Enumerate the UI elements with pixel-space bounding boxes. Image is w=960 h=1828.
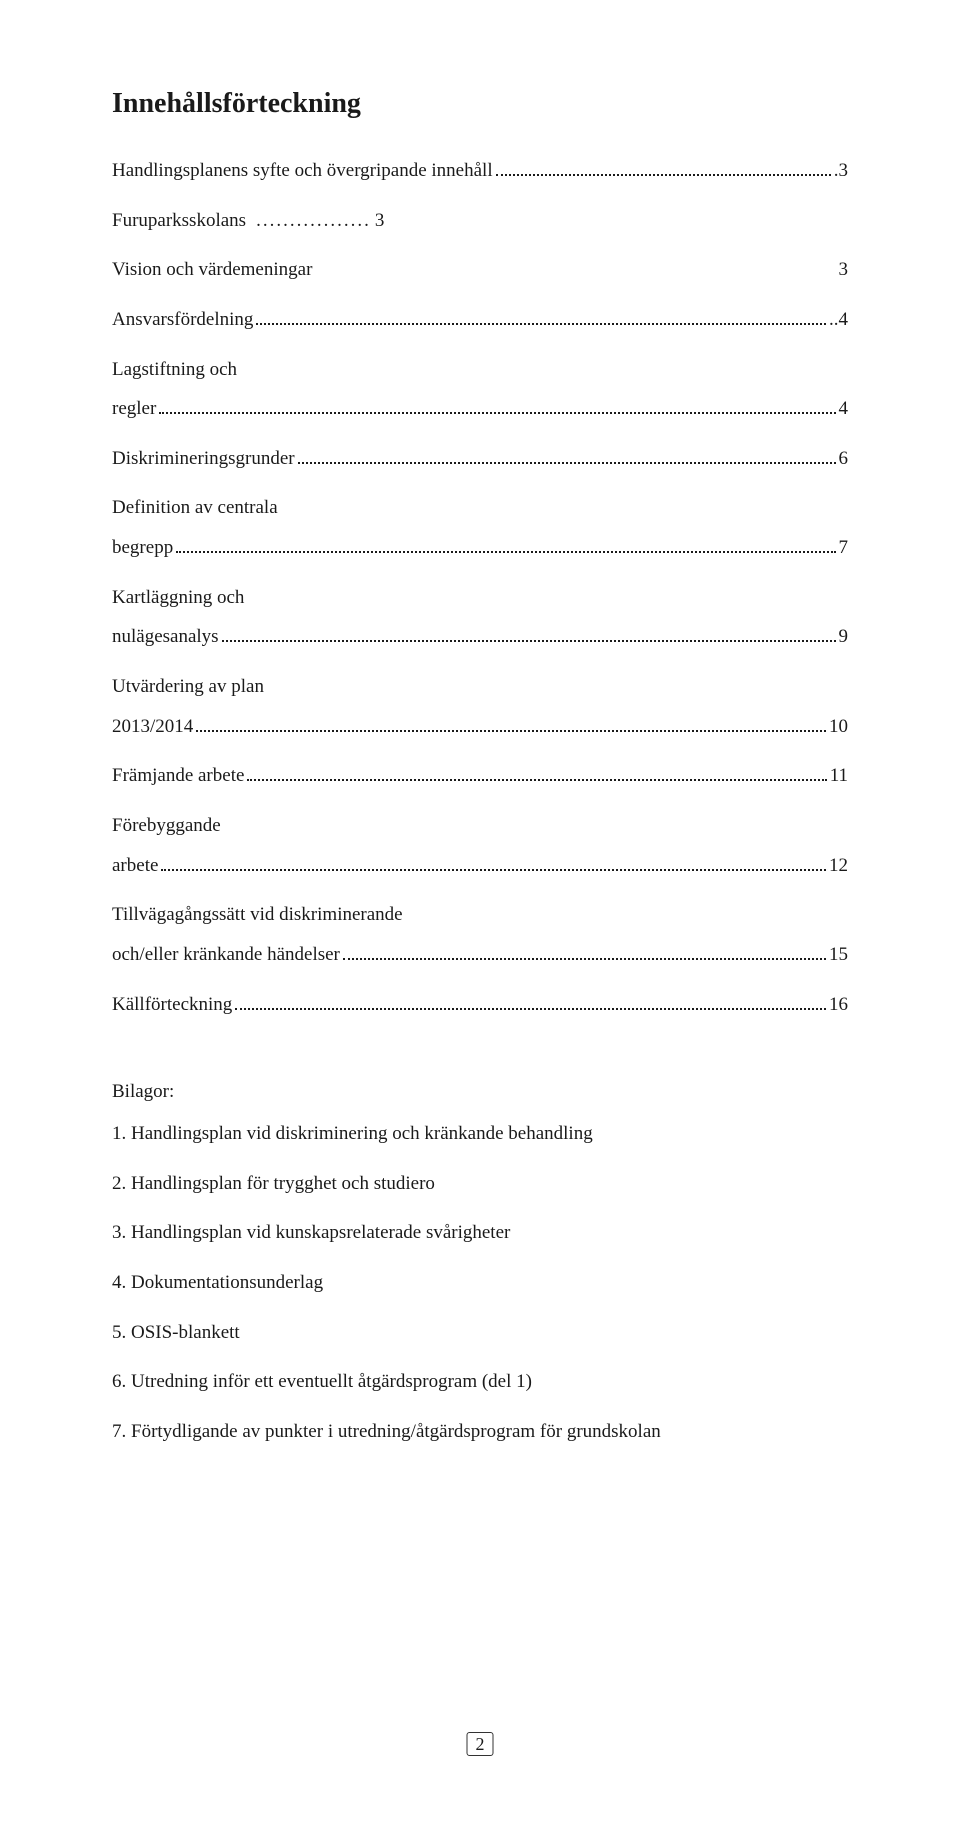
- toc-line: Definition av centrala: [112, 495, 848, 521]
- toc-text: Furuparksskolans: [112, 208, 246, 234]
- toc-entry: Främjande arbete 11: [112, 763, 848, 789]
- toc-text: Lagstiftning och: [112, 357, 237, 383]
- leader-dots: [161, 869, 826, 871]
- toc-page-number: 3: [375, 208, 385, 234]
- appendix-heading: Bilagor:: [112, 1081, 848, 1103]
- toc-page-number: .3: [834, 158, 848, 184]
- toc-line: 2013/2014 10: [112, 714, 848, 740]
- toc-line: och/eller kränkande händelser 15: [112, 942, 848, 968]
- toc-text: 2013/2014: [112, 714, 193, 740]
- toc-text: Vision och värdemeningar: [112, 257, 312, 283]
- toc-entry: Diskrimineringsgrunder 6: [112, 446, 848, 472]
- appendix-item: 3. Handlingsplan vid kunskapsrelaterade …: [112, 1220, 848, 1246]
- appendix-item: 1. Handlingsplan vid diskriminering och …: [112, 1121, 848, 1147]
- leader-dots: [222, 640, 836, 642]
- toc-line: Diskrimineringsgrunder 6: [112, 446, 848, 472]
- toc-page-number: 6: [839, 446, 849, 472]
- toc-line: Främjande arbete 11: [112, 763, 848, 789]
- page-number: 2: [467, 1732, 494, 1756]
- toc-line: Utvärdering av plan: [112, 674, 848, 700]
- toc-line: begrepp 7: [112, 535, 848, 561]
- toc-text: nulägesanalys: [112, 624, 219, 650]
- toc-page-number: 16: [829, 992, 848, 1018]
- leader-dots: [235, 1008, 826, 1010]
- document-page: Innehållsförteckning Handlingsplanens sy…: [0, 0, 960, 1828]
- toc-entry: Källförteckning 16: [112, 992, 848, 1018]
- toc-line: Kartläggning och: [112, 585, 848, 611]
- leader-dots: [343, 958, 826, 960]
- table-of-contents: Handlingsplanens syfte och övergripande …: [112, 158, 848, 1017]
- toc-line: Vision och värdemeningar 3: [112, 257, 848, 283]
- toc-text: Diskrimineringsgrunder: [112, 446, 295, 472]
- toc-line: Ansvarsfördelning ..4: [112, 307, 848, 333]
- leader-dots: [256, 323, 826, 325]
- toc-entry: Ansvarsfördelning ..4: [112, 307, 848, 333]
- leader-dots: [247, 779, 826, 781]
- toc-entry: Kartläggning och nulägesanalys 9: [112, 585, 848, 650]
- toc-text: begrepp: [112, 535, 173, 561]
- toc-text: Utvärdering av plan: [112, 674, 264, 700]
- toc-text: Förebyggande: [112, 813, 221, 839]
- appendix-item: 4. Dokumentationsunderlag: [112, 1270, 848, 1296]
- leader-dots: [159, 412, 835, 414]
- toc-page-number: 11: [830, 763, 848, 789]
- toc-line: regler 4: [112, 396, 848, 422]
- toc-text: Definition av centrala: [112, 495, 278, 521]
- toc-page-number: 4: [839, 396, 849, 422]
- appendix-list: 1. Handlingsplan vid diskriminering och …: [112, 1121, 848, 1444]
- toc-line: Handlingsplanens syfte och övergripande …: [112, 158, 848, 184]
- toc-entry: Tillvägagångssätt vid diskriminerande och…: [112, 902, 848, 967]
- leader-dots: [298, 462, 836, 464]
- leader-dots: [496, 174, 831, 176]
- toc-entry: Lagstiftning och regler 4: [112, 357, 848, 422]
- toc-entry: Furuparksskolans.................3: [112, 208, 848, 234]
- toc-line: Källförteckning 16: [112, 992, 848, 1018]
- toc-text: Källförteckning: [112, 992, 232, 1018]
- toc-line: Furuparksskolans.................3: [112, 208, 848, 234]
- appendix-item: 5. OSIS-blankett: [112, 1320, 848, 1346]
- toc-line: arbete 12: [112, 853, 848, 879]
- toc-text: regler: [112, 396, 156, 422]
- toc-page-number: ..4: [829, 307, 848, 333]
- leader-dots: .................: [256, 208, 371, 234]
- toc-text: Kartläggning och: [112, 585, 244, 611]
- leader-dots: [176, 551, 835, 553]
- toc-page-number: 15: [829, 942, 848, 968]
- toc-line: nulägesanalys 9: [112, 624, 848, 650]
- toc-page-number: 3: [839, 257, 849, 283]
- toc-line: Tillvägagångssätt vid diskriminerande: [112, 902, 848, 928]
- toc-entry: Utvärdering av plan 2013/2014 10: [112, 674, 848, 739]
- toc-text: Handlingsplanens syfte och övergripande …: [112, 158, 493, 184]
- toc-entry: Handlingsplanens syfte och övergripande …: [112, 158, 848, 184]
- toc-page-number: 9: [839, 624, 849, 650]
- toc-text: och/eller kränkande händelser: [112, 942, 340, 968]
- toc-line: Förebyggande: [112, 813, 848, 839]
- toc-page-number: 7: [839, 535, 849, 561]
- toc-entry: Förebyggande arbete 12: [112, 813, 848, 878]
- appendix-item: 2. Handlingsplan för trygghet och studie…: [112, 1171, 848, 1197]
- leader-dots: [196, 730, 826, 732]
- toc-line: Lagstiftning och: [112, 357, 848, 383]
- toc-heading: Innehållsförteckning: [112, 88, 848, 120]
- toc-text: Tillvägagångssätt vid diskriminerande: [112, 902, 403, 928]
- appendix-item: 7. Förtydligande av punkter i utredning/…: [112, 1419, 848, 1445]
- toc-text: Främjande arbete: [112, 763, 244, 789]
- toc-page-number: 10: [829, 714, 848, 740]
- toc-text: Ansvarsfördelning: [112, 307, 253, 333]
- appendix-item: 6. Utredning inför ett eventuellt åtgärd…: [112, 1369, 848, 1395]
- toc-entry: Vision och värdemeningar 3: [112, 257, 848, 283]
- toc-entry: Definition av centrala begrepp 7: [112, 495, 848, 560]
- toc-page-number: 12: [829, 853, 848, 879]
- toc-text: arbete: [112, 853, 158, 879]
